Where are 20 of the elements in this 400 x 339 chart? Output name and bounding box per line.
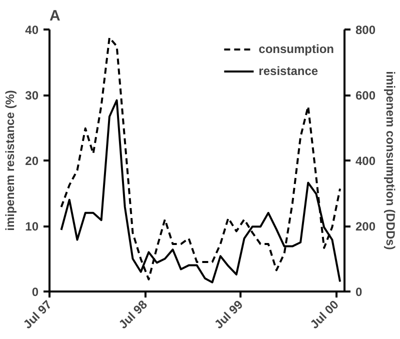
y-tick-label: 20 [25, 154, 39, 168]
y-tick-label: 0 [32, 285, 39, 299]
y2-tick-label: 200 [356, 220, 376, 234]
y2-tick-label: 800 [356, 23, 376, 37]
chart-title: A [50, 8, 60, 24]
legend-label: resistance [258, 64, 318, 78]
x-tick-label: Jul 97 [20, 297, 55, 332]
legend-label: consumption [258, 42, 334, 56]
x-tick-label: Jul 99 [212, 297, 246, 332]
y2-tick-label: 0 [356, 285, 362, 299]
y2-tick-label: 600 [356, 88, 376, 102]
y2-tick-label: 400 [356, 154, 376, 168]
x-tick-label: Jul 98 [116, 297, 150, 332]
y-axis-title: imipenem resistance (%) [3, 90, 18, 231]
x-tick-label: Jul 00 [307, 297, 342, 332]
y-tick-label: 40 [25, 23, 39, 37]
y-tick-label: 10 [25, 220, 39, 234]
y2-axis-title: imipenem consumption (DDDs) [384, 71, 398, 250]
y-tick-label: 30 [25, 88, 39, 102]
line-series [60, 36, 342, 280]
